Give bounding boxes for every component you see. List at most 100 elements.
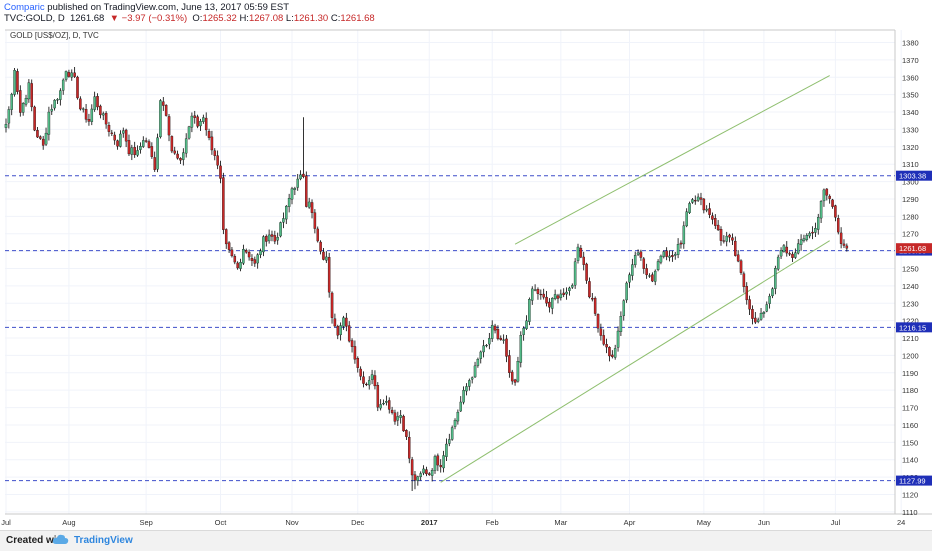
candle-body (779, 250, 783, 257)
candle-body (651, 274, 654, 282)
candle-body (173, 150, 176, 154)
candle-body (187, 126, 191, 139)
candle-body (659, 255, 663, 263)
price-tick-label: 1200 (902, 351, 919, 360)
price-tick-label: 1170 (902, 404, 918, 413)
price-tick-label: 1160 (902, 421, 918, 430)
level-tag-bg (896, 170, 932, 181)
price-chart[interactable]: GOLD [US$/OZ], D, TVC 111011201130114011… (0, 0, 932, 530)
candle-body (365, 383, 368, 386)
candle-body (44, 132, 48, 145)
candle-body (410, 459, 414, 476)
price-tick-label: 1120 (902, 490, 918, 499)
candle-body (782, 245, 786, 252)
candle-body (796, 243, 800, 254)
candle-body (282, 218, 285, 223)
candle-body (679, 242, 683, 245)
candle-body (79, 98, 82, 110)
candle-body (113, 134, 116, 141)
candle-body (568, 287, 571, 291)
candle-body (565, 291, 568, 295)
candle-body (253, 259, 257, 264)
channel-line-upper[interactable] (514, 75, 830, 245)
candle-body (122, 130, 125, 134)
candle-body (702, 198, 706, 211)
candle-body (602, 335, 605, 345)
time-tick-label: Jul (831, 518, 841, 527)
candle-body (362, 376, 365, 384)
candle-body (445, 443, 448, 457)
current-price-tag: 1261.68 (899, 244, 926, 253)
candle-body (676, 244, 680, 255)
candle-body (30, 83, 33, 108)
candle-body (465, 386, 468, 392)
candle-body (645, 268, 648, 276)
time-tick-label: May (697, 518, 711, 527)
author-link[interactable]: Comparic (4, 2, 45, 13)
candle-body (619, 316, 623, 332)
candle-body (81, 108, 85, 110)
candle-body (39, 136, 42, 139)
chart-title: GOLD [US$/OZ], D, TVC (10, 31, 99, 40)
candle-body (742, 273, 746, 287)
candle-body (788, 253, 791, 255)
candle-body (653, 270, 657, 282)
candle-body (179, 158, 182, 161)
candle-body (273, 235, 277, 242)
candle-body (333, 318, 337, 327)
symbol-label: TVC:GOLD, D (4, 13, 65, 24)
candle-body (296, 178, 299, 188)
candle-body (633, 255, 637, 266)
candle-body (159, 100, 162, 138)
candle-body (722, 240, 726, 242)
candle-body (639, 251, 643, 258)
candlestick-series (4, 67, 849, 492)
candle-body (359, 368, 362, 377)
candle-body (691, 199, 694, 203)
candle-body (642, 258, 646, 269)
candle-body (59, 90, 62, 100)
candle-body (153, 157, 156, 170)
candle-body (47, 111, 51, 135)
candle-body (768, 295, 771, 304)
candle-body (133, 147, 136, 156)
candle-body (219, 165, 222, 179)
channel-line-lower[interactable] (440, 240, 830, 483)
tradingview-brand[interactable]: TradingView (74, 535, 133, 546)
candle-body (616, 330, 620, 348)
price-tick-label: 1370 (902, 56, 919, 65)
candle-body (41, 138, 45, 146)
candle-body (259, 250, 262, 255)
candle-body (593, 297, 597, 314)
candle-body (488, 338, 491, 345)
candle-body (785, 246, 789, 254)
candle-body (36, 130, 39, 138)
candle-body (19, 90, 22, 113)
grid-lines (5, 30, 902, 514)
candle-body (551, 298, 554, 309)
candle-body (210, 136, 214, 151)
candle-body (805, 235, 809, 240)
candle-body (539, 293, 543, 296)
candle-body (307, 201, 311, 208)
candle-body (373, 375, 377, 387)
candle-body (325, 256, 328, 261)
candle-body (76, 76, 79, 99)
price-tick-label: 1150 (902, 438, 918, 447)
candle-body (528, 299, 531, 322)
candle-body (688, 203, 691, 213)
candle-body (64, 71, 68, 80)
candle-body (16, 71, 19, 92)
candle-body (182, 152, 185, 160)
candle-body (33, 106, 36, 131)
candle-body (402, 415, 405, 432)
candle-body (591, 297, 594, 300)
candle-body (230, 249, 234, 257)
candle-body (207, 131, 211, 138)
candle-body (339, 325, 342, 336)
candle-body (190, 115, 194, 128)
horizontal-levels (5, 175, 895, 482)
candle-body (508, 355, 511, 373)
price-tick-label: 1330 (902, 125, 919, 134)
